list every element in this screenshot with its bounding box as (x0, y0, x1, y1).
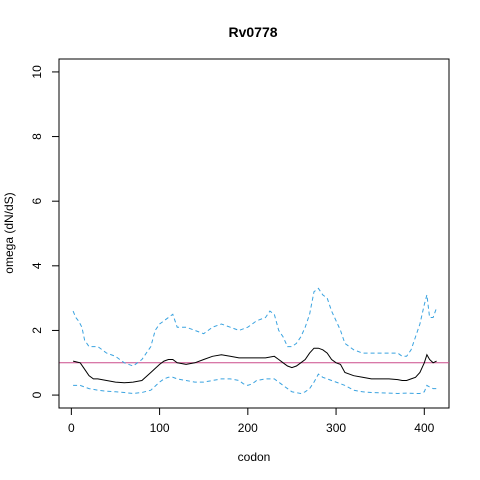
x-tick-label: 200 (238, 421, 258, 435)
y-tick-label: 6 (30, 198, 44, 205)
y-tick-label: 2 (30, 327, 44, 334)
y-tick-label: 0 (30, 391, 44, 398)
x-axis: 0 100 200 300 400 (68, 407, 435, 435)
y-axis: 0 2 4 6 8 10 (30, 65, 60, 398)
y-tick-label: 10 (30, 65, 44, 79)
chart-title: Rv0778 (228, 24, 277, 40)
x-tick-label: 0 (68, 421, 75, 435)
series-line-upper-bound (72, 287, 438, 367)
plot-frame (58, 58, 450, 409)
y-tick-label: 8 (30, 133, 44, 140)
x-tick-label: 100 (150, 421, 170, 435)
x-tick-label: 300 (326, 421, 346, 435)
x-tick-label: 400 (414, 421, 434, 435)
series-line-lower-bound (73, 373, 437, 395)
series-line-estimate (72, 347, 437, 384)
x-axis-label: codon (238, 450, 271, 464)
y-tick-label: 4 (30, 262, 44, 269)
y-axis-label: omega (dN/dS) (2, 192, 16, 273)
